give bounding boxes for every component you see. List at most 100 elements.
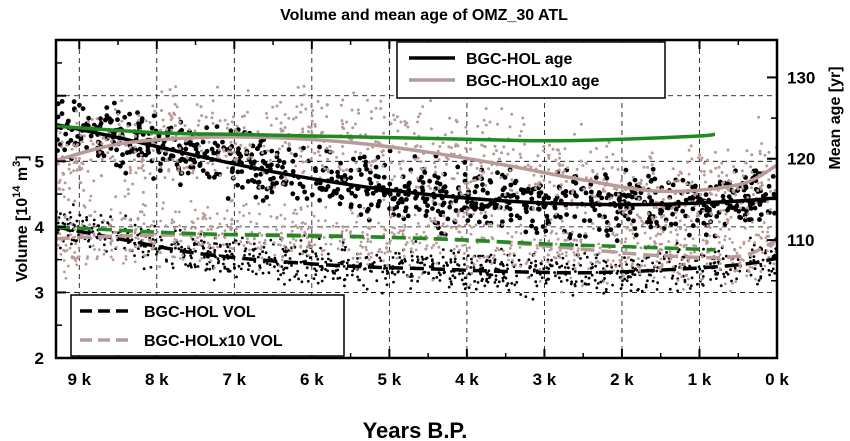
scatter-point xyxy=(482,154,486,158)
scatter-point xyxy=(178,116,181,120)
scatter-point xyxy=(747,270,751,273)
scatter-point xyxy=(650,166,656,172)
scatter-point xyxy=(223,217,227,221)
scatter-point xyxy=(225,223,229,227)
scatter-point xyxy=(232,115,235,119)
scatter-point xyxy=(365,248,368,252)
scatter-point xyxy=(546,258,550,262)
scatter-point xyxy=(589,189,594,195)
scatter-point xyxy=(397,270,400,273)
scatter-point xyxy=(577,262,581,266)
scatter-point xyxy=(658,261,661,265)
scatter-point xyxy=(476,281,480,284)
scatter-point xyxy=(399,120,403,124)
scatter-point xyxy=(752,255,756,258)
scatter-point xyxy=(351,156,356,162)
scatter-point xyxy=(499,176,503,180)
scatter-point xyxy=(542,145,546,148)
scatter-point xyxy=(686,283,690,286)
scatter-point xyxy=(754,233,758,237)
scatter-point xyxy=(136,216,140,220)
scatter-point xyxy=(743,226,747,230)
scatter-point xyxy=(648,220,654,225)
scatter-point xyxy=(128,248,132,252)
scatter-point xyxy=(448,277,452,281)
scatter-point xyxy=(276,269,280,273)
scatter-point xyxy=(191,171,195,175)
scatter-point xyxy=(301,130,305,134)
scatter-point xyxy=(380,225,383,229)
scatter-point xyxy=(602,259,606,263)
scatter-point xyxy=(340,260,343,264)
scatter-point xyxy=(356,257,359,260)
scatter-point xyxy=(703,232,709,238)
scatter-point xyxy=(256,130,260,134)
scatter-point xyxy=(235,275,238,279)
scatter-point xyxy=(366,233,369,237)
scatter-point xyxy=(694,244,698,248)
scatter-point xyxy=(173,227,177,231)
scatter-point xyxy=(356,275,359,279)
scatter-point xyxy=(317,197,322,203)
scatter-point xyxy=(151,149,155,152)
scatter-point xyxy=(341,152,345,156)
scatter-point xyxy=(280,129,284,133)
scatter-point xyxy=(544,281,548,285)
scatter-point xyxy=(642,221,646,225)
scatter-point xyxy=(88,223,92,227)
scatter-point xyxy=(569,276,573,280)
scatter-point xyxy=(663,275,666,279)
scatter-point xyxy=(260,234,264,237)
scatter-point xyxy=(515,274,518,278)
scatter-point xyxy=(613,187,617,191)
scatter-point xyxy=(500,260,503,264)
scatter-point xyxy=(375,279,379,283)
scatter-point xyxy=(423,213,429,219)
scatter-point xyxy=(700,156,704,160)
scatter-point xyxy=(486,255,489,258)
scatter-point xyxy=(301,145,306,151)
scatter-point xyxy=(274,180,279,186)
scatter-point xyxy=(452,247,456,251)
scatter-point xyxy=(216,257,220,261)
scatter-point xyxy=(655,269,659,273)
scatter-point xyxy=(750,170,754,174)
scatter-point xyxy=(472,262,476,266)
scatter-point xyxy=(625,226,629,230)
scatter-point xyxy=(160,156,166,162)
scatter-point xyxy=(147,238,151,242)
scatter-point xyxy=(689,219,693,223)
scatter-point xyxy=(480,164,483,168)
scatter-point xyxy=(343,248,347,252)
scatter-point xyxy=(508,168,512,172)
scatter-point xyxy=(179,127,185,133)
scatter-point xyxy=(620,262,624,266)
scatter-point xyxy=(710,212,714,216)
scatter-point xyxy=(366,237,370,241)
scatter-point xyxy=(445,261,448,265)
scatter-point xyxy=(280,239,284,242)
scatter-point xyxy=(570,199,574,202)
scatter-point xyxy=(370,116,373,120)
scatter-point xyxy=(260,198,266,204)
scatter-point xyxy=(730,279,733,283)
scatter-point xyxy=(313,168,318,174)
scatter-point xyxy=(309,125,313,129)
scatter-point xyxy=(558,253,561,257)
scatter-point xyxy=(288,241,292,245)
scatter-point xyxy=(526,163,530,167)
scatter-point xyxy=(139,116,145,122)
scatter-point xyxy=(558,152,562,156)
scatter-point xyxy=(462,160,468,165)
scatter-point xyxy=(416,115,420,119)
scatter-point xyxy=(512,180,518,186)
scatter-point xyxy=(189,236,193,239)
scatter-point xyxy=(170,128,174,132)
scatter-point xyxy=(159,165,163,169)
scatter-point xyxy=(337,201,343,207)
scatter-point xyxy=(760,142,764,145)
scatter-point xyxy=(300,184,306,190)
scatter-point xyxy=(283,113,287,116)
scatter-point xyxy=(293,275,297,278)
scatter-point xyxy=(554,274,557,278)
